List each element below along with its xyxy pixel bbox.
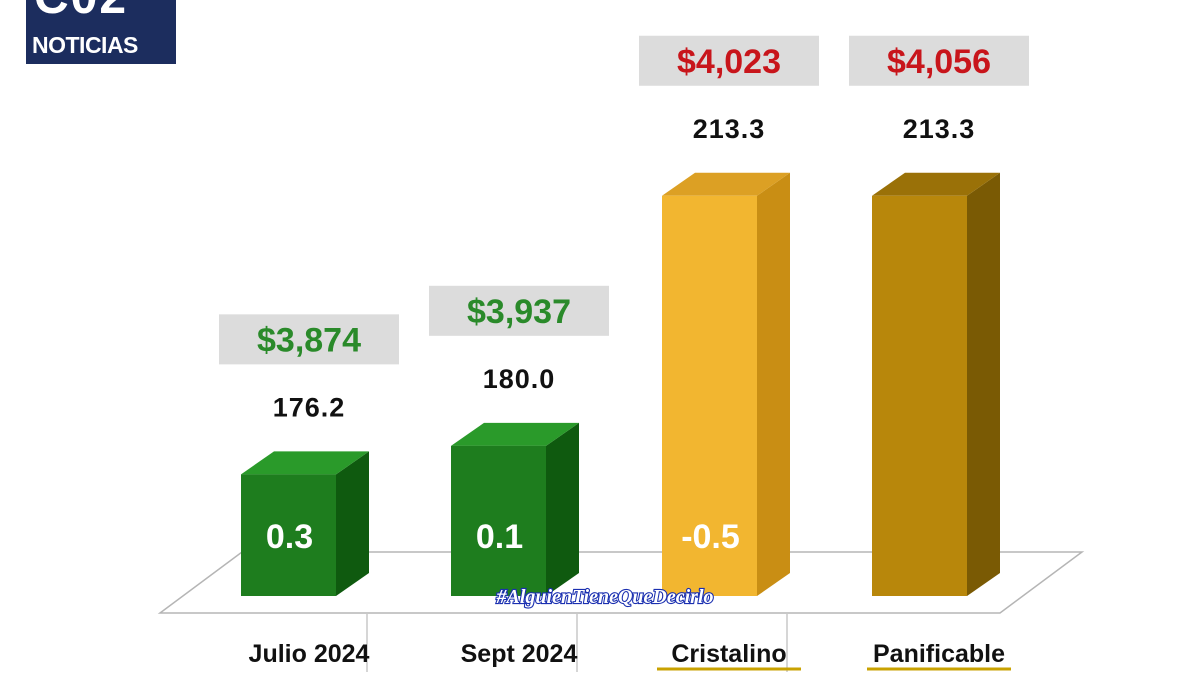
value-label: 176.2	[273, 392, 346, 422]
bar	[241, 474, 336, 596]
bar	[662, 195, 757, 597]
logo-word: NOTICIAS	[32, 32, 138, 58]
price-label: $3,874	[257, 321, 361, 359]
category-label: Sept 2024	[461, 640, 578, 668]
bar-side	[336, 451, 369, 596]
bar	[451, 445, 546, 596]
bar-side	[546, 422, 579, 596]
change-label: 0.1	[476, 518, 523, 556]
change-label: 0.3	[266, 518, 313, 556]
price-box	[639, 35, 819, 86]
logo: C02 NOTICIAS	[26, 0, 176, 64]
bar-top	[241, 451, 369, 475]
category-label: Panificable	[873, 640, 1005, 668]
logo-mark: C02	[34, 0, 128, 25]
floor	[157, 551, 1085, 614]
watermark-hashtag: #AlguienTieneQueDecirlo	[495, 586, 713, 608]
bar-top	[451, 422, 579, 446]
bar-side	[967, 172, 1000, 597]
value-label: 180.0	[483, 364, 556, 394]
change-label: -0.5	[681, 518, 740, 556]
price-label: $4,056	[887, 43, 991, 81]
value-label: 213.3	[903, 114, 976, 144]
price-box	[429, 285, 609, 336]
bar-top	[872, 172, 1000, 196]
bar	[872, 195, 967, 597]
bar-side	[757, 172, 790, 597]
price-label: $4,023	[677, 43, 781, 81]
category-label: Julio 2024	[249, 640, 370, 668]
price-box	[849, 35, 1029, 86]
price-label: $3,937	[467, 293, 571, 331]
category-label: Cristalino	[671, 640, 786, 668]
value-label: 213.3	[693, 114, 766, 144]
price-box	[219, 314, 399, 365]
bar-top	[662, 172, 790, 196]
